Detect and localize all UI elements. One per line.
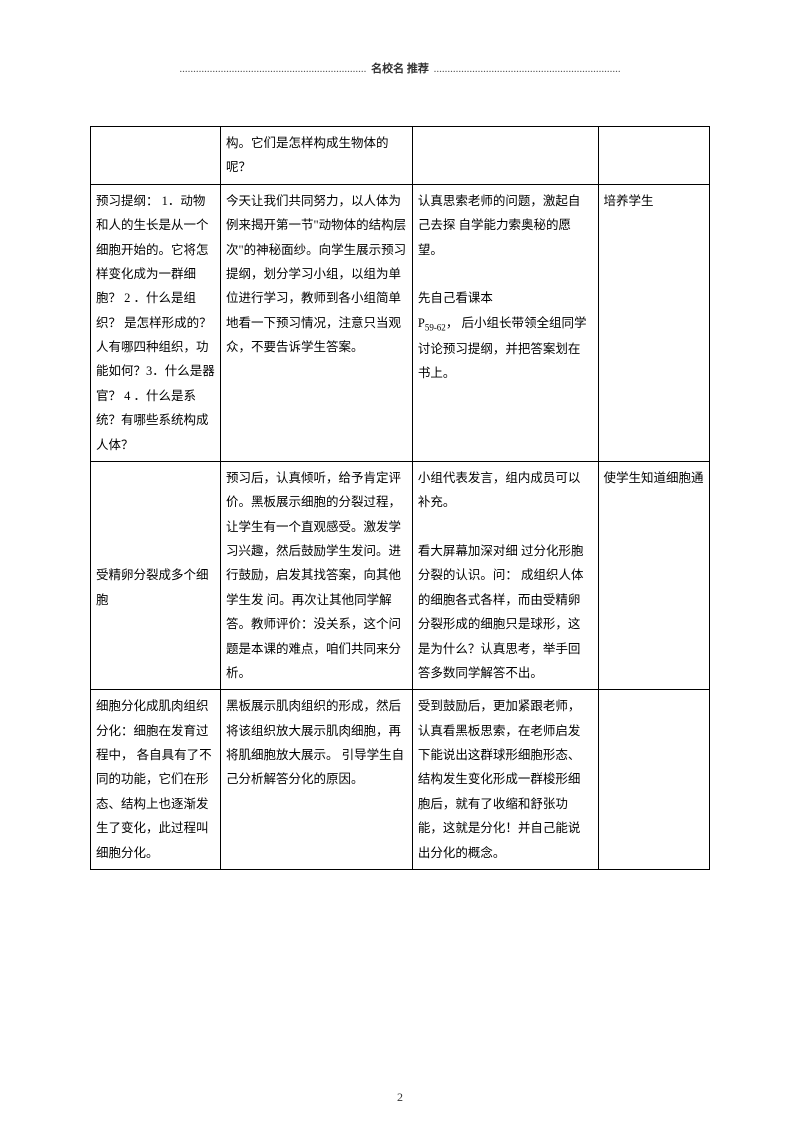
- cell: 培养学生: [598, 184, 709, 461]
- cell: 受到鼓励后，更加紧跟老师，认真看黑板思索，在老师启发下能说出这群球形细胞形态、结…: [412, 690, 598, 870]
- table-row: 构。它们是怎样构成生物体的呢？: [91, 127, 710, 185]
- cell: [412, 127, 598, 185]
- cell: 今天让我们共同努力，以人体为例来揭开第一节"动物体的结构层次"的神秘面纱。向学生…: [220, 184, 412, 461]
- cell: [598, 690, 709, 870]
- table-row: 预习提纲： 1．动物和人的生长是从一个细胞开始的。它将怎样变化成为一群细胞？ 2…: [91, 184, 710, 461]
- header-dots-right: ........................................…: [434, 63, 621, 75]
- table-row: 细胞分化成肌肉组织分化：细胞在发育过程中， 各自具有了不同的功能，它们在形态、结…: [91, 690, 710, 870]
- cell: [598, 127, 709, 185]
- cell: [91, 127, 221, 185]
- cell: 小组代表发言，组内成员可以补充。看大屏幕加深对细 过分化形胞分裂的认识。问： 成…: [412, 461, 598, 689]
- cell: 认真思索老师的问题，激起自己去探 自学能力索奥秘的愿望。先自己看课本P59-62…: [412, 184, 598, 461]
- cell: 细胞分化成肌肉组织分化：细胞在发育过程中， 各自具有了不同的功能，它们在形态、结…: [91, 690, 221, 870]
- lesson-plan-table: 构。它们是怎样构成生物体的呢？ 预习提纲： 1．动物和人的生长是从一个细胞开始的…: [90, 126, 710, 870]
- header-dots-left: ........................................…: [179, 63, 366, 75]
- cell: 使学生知道细胞通: [598, 461, 709, 689]
- page-number: 2: [0, 1090, 800, 1105]
- table-row: 受精卵分裂成多个细胞 预习后，认真倾听，给予肯定评价。黑板展示细胞的分裂过程，让…: [91, 461, 710, 689]
- page-header: ........................................…: [90, 60, 710, 76]
- cell: 构。它们是怎样构成生物体的呢？: [220, 127, 412, 185]
- cell: 预习提纲： 1．动物和人的生长是从一个细胞开始的。它将怎样变化成为一群细胞？ 2…: [91, 184, 221, 461]
- cell: 黑板展示肌肉组织的形成，然后将该组织放大展示肌肉细胞，再将肌细胞放大展示。 引导…: [220, 690, 412, 870]
- cell: 预习后，认真倾听，给予肯定评价。黑板展示细胞的分裂过程，让学生有一个直观感受。激…: [220, 461, 412, 689]
- cell: 受精卵分裂成多个细胞: [91, 461, 221, 689]
- header-title: 名校名 推荐: [371, 63, 429, 75]
- document-page: ........................................…: [0, 0, 800, 1133]
